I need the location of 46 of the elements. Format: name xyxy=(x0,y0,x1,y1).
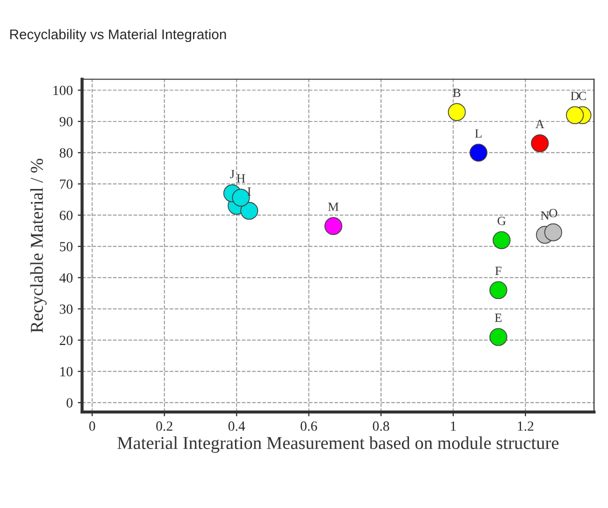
annotation: L xyxy=(475,129,482,138)
annotation: B xyxy=(453,88,460,97)
annotation: J xyxy=(230,170,234,178)
x-tick-label: 0.2 xyxy=(156,421,172,431)
point xyxy=(544,223,562,242)
y-tick-label: 80 xyxy=(60,148,73,158)
annotation: C xyxy=(578,92,586,100)
annotation: N xyxy=(540,211,550,220)
y-tick-label: 50 xyxy=(60,242,73,252)
point xyxy=(324,217,342,236)
point xyxy=(492,231,511,250)
y-tick-label: 30 xyxy=(60,304,73,314)
chart-title: Recyclability vs Material Integration xyxy=(10,29,226,42)
x-tick-label: 0.8 xyxy=(372,421,390,431)
x-tick-label: 1 xyxy=(450,421,456,431)
y-tick-label: 20 xyxy=(60,336,73,346)
y-axis-title: Recyclable Material / % xyxy=(30,158,47,333)
annotation: E xyxy=(494,314,502,322)
annotation: G xyxy=(498,216,506,226)
annotation: M xyxy=(328,202,339,211)
annotation: A xyxy=(535,120,544,128)
point xyxy=(470,144,488,162)
y-tick-label: 60 xyxy=(60,210,73,220)
y-tick-label: 40 xyxy=(59,273,73,283)
annotation: I xyxy=(248,187,251,196)
point xyxy=(489,281,508,300)
y-tick-label: 100 xyxy=(53,86,73,96)
annotation: O xyxy=(549,208,558,218)
point xyxy=(530,134,549,152)
annotation: F xyxy=(495,266,502,275)
x-tick-label: 1.2 xyxy=(518,421,534,431)
point xyxy=(232,188,250,207)
x-tick-label: 0.6 xyxy=(300,421,318,431)
point xyxy=(489,328,508,346)
annotation: D xyxy=(570,92,579,100)
y-tick-label: 10 xyxy=(60,366,73,376)
y-tick-label: 90 xyxy=(60,117,73,126)
y-tick-label: 0 xyxy=(66,398,73,408)
point xyxy=(566,106,584,124)
point xyxy=(240,202,258,220)
point xyxy=(448,103,466,121)
x-tick-label: 0 xyxy=(89,421,96,431)
x-axis-title: Material Integration Measurement based on module structure xyxy=(117,436,559,453)
annotation: H xyxy=(236,174,246,182)
x-tick-label: 0.4 xyxy=(228,421,246,431)
y-tick-label: 70 xyxy=(60,179,73,189)
